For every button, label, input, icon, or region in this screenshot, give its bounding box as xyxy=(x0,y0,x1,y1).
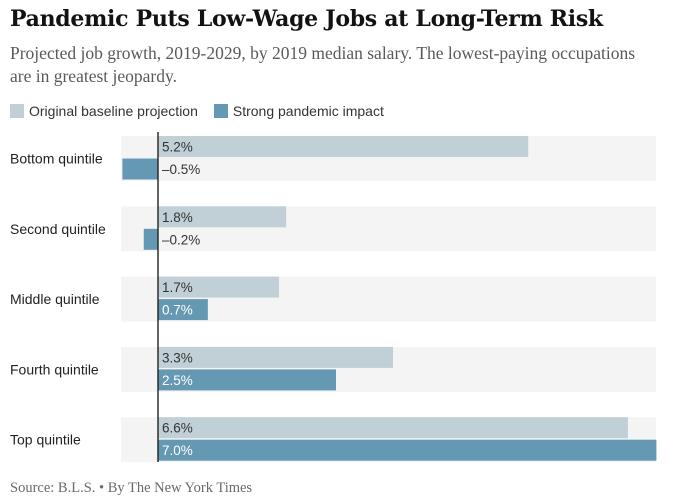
data-label: 1.8% xyxy=(162,210,193,225)
data-label: 2.5% xyxy=(162,373,193,388)
data-label: –0.2% xyxy=(162,232,200,247)
data-label: 0.7% xyxy=(162,303,193,318)
data-label: 6.6% xyxy=(162,421,193,436)
legend: Original baseline projection Strong pand… xyxy=(10,103,400,119)
bar-pandemic xyxy=(158,439,657,461)
chart-subtitle: Projected job growth, 2019-2029, by 2019… xyxy=(10,43,636,86)
bar-pandemic xyxy=(158,369,336,391)
data-label: –0.5% xyxy=(162,162,200,177)
bar-baseline xyxy=(158,206,287,228)
data-label: 7.0% xyxy=(162,443,193,458)
category-label: Second quintile xyxy=(10,221,106,237)
bar-baseline xyxy=(158,346,393,368)
bar-baseline xyxy=(158,276,280,298)
data-label: 1.7% xyxy=(162,280,193,295)
category-label: Middle quintile xyxy=(10,291,100,307)
bar-chart: Bottom quintile 5.2% –0.5% Second quintile 1… xyxy=(10,132,657,463)
category-label: Top quintile xyxy=(10,432,81,448)
category-label: Bottom quintile xyxy=(10,151,103,167)
legend-item-baseline: Original baseline projection xyxy=(10,103,198,119)
data-label: 3.3% xyxy=(162,350,193,365)
source-credit: Source: B.L.S. • By The New York Times xyxy=(10,480,253,496)
bar-baseline xyxy=(158,136,529,157)
bar-baseline xyxy=(158,417,628,439)
bar-pandemic xyxy=(122,158,158,180)
legend-label-pandemic: Strong pandemic impact xyxy=(232,103,384,119)
legend-item-pandemic: Strong pandemic impact xyxy=(213,103,384,119)
data-label: 5.2% xyxy=(162,140,193,155)
legend-swatch-baseline xyxy=(10,104,24,118)
bar-pandemic xyxy=(143,228,158,250)
bar-pandemic xyxy=(158,299,208,321)
chart-title: Pandemic Puts Low-Wage Jobs at Long-Term… xyxy=(10,6,603,32)
legend-label-baseline: Original baseline projection xyxy=(29,103,198,119)
legend-swatch-pandemic xyxy=(213,104,228,118)
category-label: Fourth quintile xyxy=(10,361,99,377)
